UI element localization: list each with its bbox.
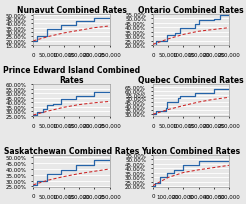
Title: Yukon Combined Rates: Yukon Combined Rates [141, 146, 241, 155]
Title: Prince Edward Island Combined
Rates: Prince Edward Island Combined Rates [3, 66, 140, 85]
Title: Saskatchewan Combined Rates: Saskatchewan Combined Rates [4, 146, 139, 155]
Title: Quebec Combined Rates: Quebec Combined Rates [138, 76, 244, 85]
Title: Nunavut Combined Rates: Nunavut Combined Rates [16, 6, 126, 14]
Title: Ontario Combined Rates: Ontario Combined Rates [138, 6, 244, 14]
